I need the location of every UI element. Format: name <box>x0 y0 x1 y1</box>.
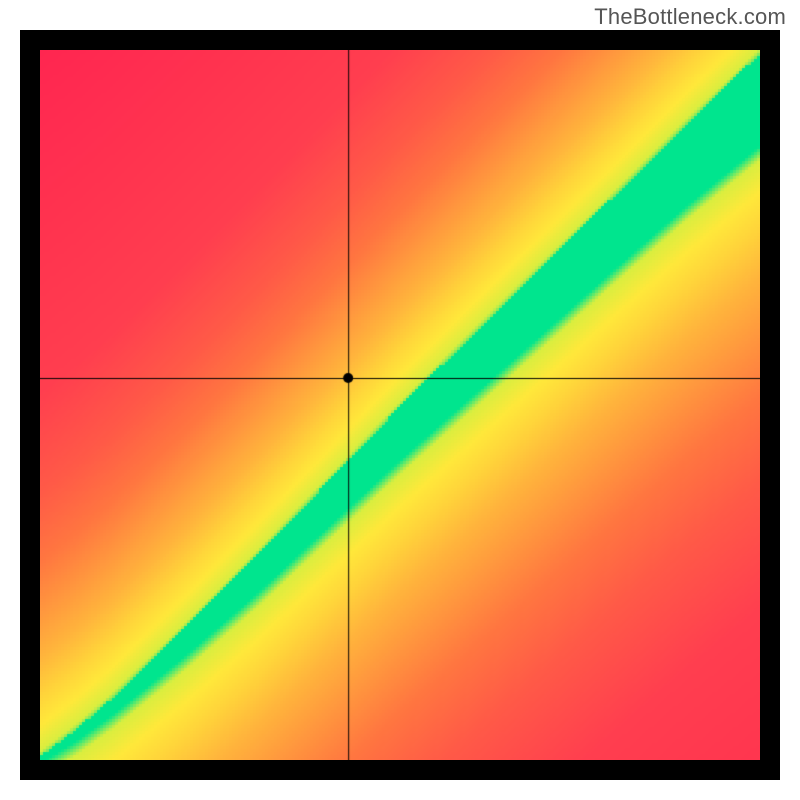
chart-container: TheBottleneck.com <box>0 0 800 800</box>
overlay-canvas <box>40 50 760 760</box>
watermark-text: TheBottleneck.com <box>594 4 786 30</box>
plot-area <box>40 50 760 760</box>
plot-border <box>20 30 780 780</box>
